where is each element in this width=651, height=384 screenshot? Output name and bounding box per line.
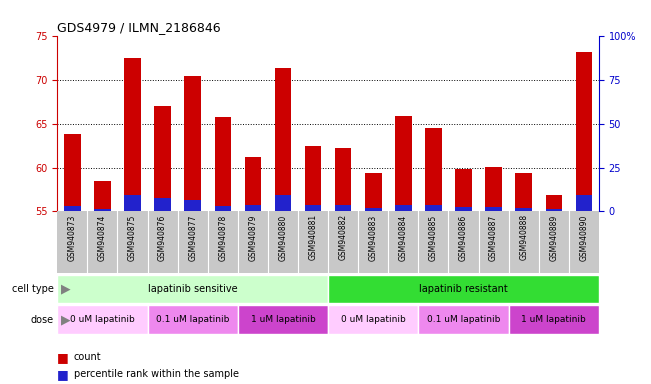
Text: 1 uM lapatinib: 1 uM lapatinib	[521, 315, 586, 324]
Text: count: count	[74, 352, 101, 362]
Text: GSM940882: GSM940882	[339, 214, 348, 260]
Bar	[94, 209, 111, 211]
Text: GSM940874: GSM940874	[98, 214, 107, 261]
Text: 0 uM lapatinib: 0 uM lapatinib	[341, 315, 406, 324]
Text: GSM940880: GSM940880	[279, 214, 288, 260]
Bar	[184, 76, 201, 211]
Bar	[245, 157, 261, 211]
Text: GSM940890: GSM940890	[579, 214, 589, 261]
Text: 1 uM lapatinib: 1 uM lapatinib	[251, 315, 315, 324]
Bar	[335, 148, 352, 211]
Text: GSM940889: GSM940889	[549, 214, 559, 260]
Bar	[154, 106, 171, 211]
Text: GSM940887: GSM940887	[489, 214, 498, 260]
Bar	[275, 68, 291, 211]
Bar	[546, 209, 562, 211]
Text: ▶: ▶	[61, 313, 70, 326]
Text: GSM940881: GSM940881	[309, 214, 318, 260]
Bar	[516, 173, 532, 211]
Text: GSM940884: GSM940884	[399, 214, 408, 260]
Bar	[305, 146, 322, 211]
Bar	[486, 207, 502, 211]
Bar	[305, 205, 322, 211]
Bar	[328, 305, 419, 334]
Text: 0.1 uM lapatinib: 0.1 uM lapatinib	[156, 315, 229, 324]
Bar	[516, 208, 532, 211]
Bar	[425, 128, 441, 211]
Text: GSM940888: GSM940888	[519, 214, 528, 260]
Text: lapatinib resistant: lapatinib resistant	[419, 284, 508, 294]
Text: GSM940883: GSM940883	[368, 214, 378, 260]
Bar	[508, 305, 599, 334]
Bar	[64, 206, 81, 211]
Bar	[365, 208, 381, 211]
Bar	[425, 205, 441, 211]
Bar	[546, 195, 562, 211]
Bar	[245, 205, 261, 211]
Bar	[94, 180, 111, 211]
Text: 0.1 uM lapatinib: 0.1 uM lapatinib	[427, 315, 500, 324]
Text: lapatinib sensitive: lapatinib sensitive	[148, 284, 238, 294]
Text: cell type: cell type	[12, 284, 54, 294]
Bar	[455, 169, 472, 211]
Bar	[215, 206, 231, 211]
Text: percentile rank within the sample: percentile rank within the sample	[74, 369, 238, 379]
Bar	[455, 207, 472, 211]
Bar	[148, 305, 238, 334]
Text: ■: ■	[57, 368, 69, 381]
Text: GSM940878: GSM940878	[218, 214, 227, 260]
Bar	[395, 205, 411, 211]
Text: dose: dose	[31, 314, 54, 325]
Text: ▶: ▶	[61, 283, 70, 295]
Text: GSM940873: GSM940873	[68, 214, 77, 261]
Bar	[57, 305, 148, 334]
Bar	[275, 195, 291, 211]
Text: ■: ■	[57, 351, 69, 364]
Bar	[57, 275, 328, 303]
Bar	[419, 305, 508, 334]
Bar	[575, 195, 592, 211]
Text: GSM940886: GSM940886	[459, 214, 468, 260]
Bar	[238, 305, 328, 334]
Bar	[215, 117, 231, 211]
Bar	[64, 134, 81, 211]
Bar	[575, 52, 592, 211]
Text: GSM940876: GSM940876	[158, 214, 167, 261]
Bar	[335, 205, 352, 211]
Bar	[395, 116, 411, 211]
Bar	[154, 198, 171, 211]
Bar	[365, 173, 381, 211]
Bar	[124, 195, 141, 211]
Bar	[328, 275, 599, 303]
Text: GSM940879: GSM940879	[249, 214, 257, 261]
Bar	[184, 200, 201, 211]
Text: GSM940875: GSM940875	[128, 214, 137, 261]
Bar	[124, 58, 141, 211]
Text: GSM940877: GSM940877	[188, 214, 197, 261]
Text: 0 uM lapatinib: 0 uM lapatinib	[70, 315, 135, 324]
Bar	[486, 167, 502, 211]
Text: GDS4979 / ILMN_2186846: GDS4979 / ILMN_2186846	[57, 21, 221, 34]
Text: GSM940885: GSM940885	[429, 214, 438, 260]
